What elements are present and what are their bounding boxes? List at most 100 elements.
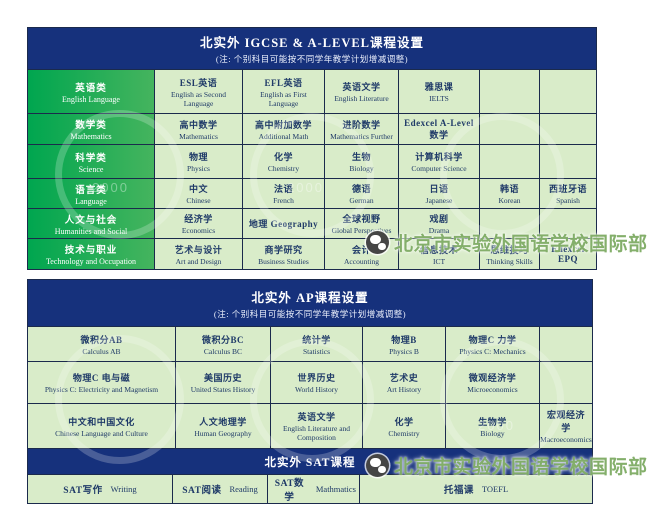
course-name-en: Biology — [480, 428, 505, 438]
course-name-zh: 雅思课 — [424, 82, 454, 92]
igcse-alevel-title: 北实外 IGCSE & A-LEVEL课程设置 — [199, 36, 425, 50]
course-name-en: ICT — [432, 256, 446, 266]
course-name-zh: SAT数学 — [274, 479, 305, 503]
course-name-en: Physics C: Mechanics — [459, 346, 526, 356]
ap-course-row: 微积分AB Calculus AB 微积分BC Calculus BC 统计学 Stati… — [28, 326, 592, 361]
course-name-zh: 韩语 — [499, 184, 519, 194]
category-cell: 技术与职业 Technology and Occupation — [28, 239, 154, 269]
course-name-en: German — [349, 196, 374, 205]
ap-subtitle: (注: 个别科目可能按不同学年教学计划增减调整) — [213, 308, 407, 319]
course-name-en: Computer Science — [411, 164, 467, 173]
course-cell: 生物 Biology — [324, 145, 398, 178]
course-name-zh: 人文地理学 — [199, 416, 247, 427]
course-name-en: Economics — [181, 226, 216, 235]
igcse-alevel-table: 北实外 IGCSE & A-LEVEL课程设置 (注: 个别科目可能按不同学年教… — [27, 27, 597, 270]
course-cell: ESL英语 English as Second Language — [154, 70, 242, 113]
ap-table: 北实外 AP课程设置 (注: 个别科目可能按不同学年教学计划增减调整) 微积分A… — [27, 279, 593, 504]
sat-course-row: SAT写作 Writing SAT阅读 Reading SAT数学 Mathmatics 托… — [28, 474, 592, 503]
course-name-en: TOEFL — [481, 483, 509, 494]
course-name-en: IELTS — [429, 94, 449, 103]
course-cell: EFL英语 English as First Language — [242, 70, 324, 113]
course-name-zh: 物理 — [188, 152, 208, 162]
category-cell: 人文与社会 Humanities and Social — [28, 209, 154, 238]
course-name-en: Reading — [229, 483, 258, 494]
course-name-en: United States History — [190, 385, 256, 394]
empty-cell — [479, 145, 539, 178]
course-name-en: Chinese — [186, 196, 211, 205]
course-cell: Edexcel A-Level 数学 — [398, 114, 479, 144]
course-name-en: World History — [295, 385, 338, 394]
course-cell: 高中附加数学 Additional Math — [242, 114, 324, 144]
course-cell: 世界历史 World History — [270, 362, 362, 403]
ap-course-row: 中文和中国文化 Chinese Language and Culture 人文地理学… — [28, 403, 592, 448]
course-name-en: Mathematics — [179, 131, 218, 141]
sat-title: 北实外 SAT课程 — [264, 456, 356, 469]
course-name-zh: SAT阅读 — [182, 486, 222, 496]
course-cell: 中文 Chinese — [154, 179, 242, 208]
course-name-zh: 物理C 力学 — [468, 334, 517, 345]
ap-header: 北实外 AP课程设置 (注: 个别科目可能按不同学年教学计划增减调整) — [28, 280, 592, 326]
category-name-zh: 技术与职业 — [64, 246, 118, 256]
course-cell: 进阶数学 Mathematics Further — [324, 114, 398, 144]
course-cell: SAT数学 Mathmatics — [267, 475, 359, 503]
course-name-zh: SAT写作 — [63, 486, 103, 496]
course-name-zh: Edexcel EPQ — [551, 244, 585, 264]
course-cell: 物理C 力学 Physics C: Mechanics — [445, 327, 539, 361]
course-name-en: Physics C: Electricity and Magnetism — [44, 385, 159, 394]
category-name-zh: 科学类 — [75, 153, 107, 164]
course-cell: 托福课 TOEFL — [359, 475, 592, 503]
course-name-en: Accounting — [344, 256, 379, 266]
course-name-en: English as First Language — [260, 89, 307, 108]
course-name-en: English as Second Language — [171, 89, 226, 108]
course-cell: 中文和中国文化 Chinese Language and Culture — [28, 404, 175, 448]
course-cell: 全球视野 Global Perspectives — [324, 209, 398, 238]
category-name-en: Mathematics — [70, 132, 112, 141]
course-name-zh: 微积分BC — [201, 334, 244, 345]
course-name-zh: 经济学 — [184, 214, 213, 224]
category-name-zh: 数学类 — [75, 121, 107, 131]
course-cell: 西班牙语 Spanish — [539, 179, 596, 208]
course-name-zh: 中文 — [188, 184, 208, 194]
course-cell: 法语 French — [242, 179, 324, 208]
course-name-zh: 计算机科学 — [415, 152, 463, 162]
course-cell: 化学 Chemistry — [242, 145, 324, 178]
category-name-en: Science — [78, 164, 104, 174]
course-cell: Edexcel EPQ — [539, 239, 596, 269]
category-name-zh: 人文与社会 — [64, 215, 118, 226]
course-cell: 英语文学 English Literature — [324, 70, 398, 113]
course-name-zh: 戏剧 — [429, 214, 449, 224]
course-cell: 艺术与设计 Art and Design — [154, 239, 242, 269]
course-name-zh: 化学 — [273, 152, 293, 162]
course-name-en: Writing — [110, 483, 137, 494]
course-name-zh: 微积分AB — [80, 334, 123, 345]
course-cell: 微观经济学 Microeconomics — [445, 362, 539, 403]
category-name-en: Language — [75, 196, 107, 206]
subject-category-row: 英语类 English Language ESL英语 English as Secon… — [28, 69, 596, 113]
course-name-zh: 会计 — [351, 244, 371, 255]
course-name-en: Drama — [428, 226, 450, 235]
course-name-zh: 微观经济学 — [468, 373, 517, 383]
course-cell: 地理 Geography — [242, 209, 324, 238]
course-name-en: Japanese — [425, 196, 453, 205]
category-cell: 英语类 English Language — [28, 70, 154, 113]
course-cell: 生物学 Biology — [445, 404, 539, 448]
course-cell: 戏剧 Drama — [398, 209, 479, 238]
course-cell: 雅思课 IELTS — [398, 70, 479, 113]
course-name-zh: 物理B — [391, 334, 417, 345]
course-cell: SAT写作 Writing — [28, 475, 172, 503]
course-cell: 韩语 Korean — [479, 179, 539, 208]
course-name-zh: 西班牙语 — [548, 184, 587, 194]
course-cell: 艺术史 Art History — [362, 362, 445, 403]
course-name-en: English Literature and Composition — [282, 424, 351, 442]
course-name-en: Biology — [349, 164, 374, 173]
course-cell: 美国历史 United States History — [175, 362, 270, 403]
course-name-zh: 信息技术 — [419, 244, 458, 255]
course-cell: 会计 Accounting — [324, 239, 398, 269]
course-name-en: Mathematics Further — [330, 131, 393, 141]
category-cell: 数学类 Mathematics — [28, 114, 154, 144]
empty-cell — [539, 327, 592, 361]
course-cell: 微积分AB Calculus AB — [28, 327, 175, 361]
course-name-en: Macroeconomics — [540, 435, 592, 444]
empty-cell — [539, 70, 596, 113]
course-name-en: Art History — [386, 385, 422, 394]
